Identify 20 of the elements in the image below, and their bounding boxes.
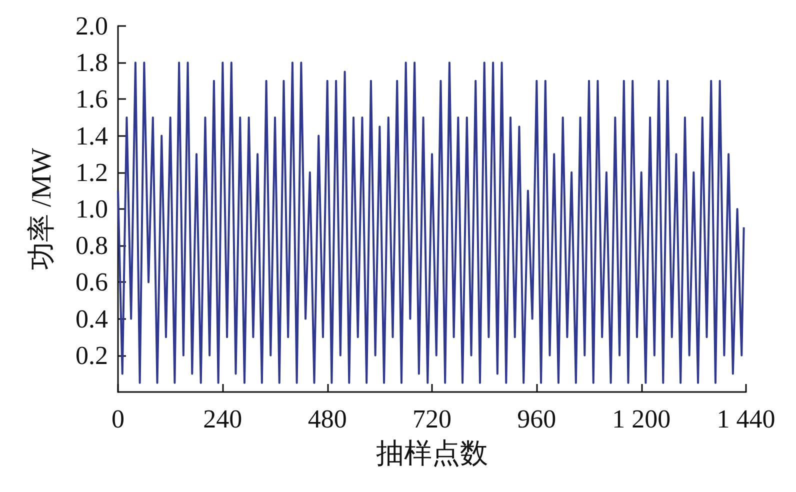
y-tick-label: 2.0 (76, 12, 108, 40)
y-tick-label: 1.8 (76, 48, 108, 78)
y-tick-label: 0.6 (76, 268, 108, 297)
line-series (117, 62, 745, 384)
y-axis-title: 功率 /MW (26, 147, 58, 270)
x-tick-label: 720 (412, 404, 452, 434)
y-tick-label: 0.8 (76, 231, 108, 260)
x-tick-label: 0 (112, 404, 124, 434)
x-tick-label: 480 (308, 404, 347, 434)
y-tick-label: 1.4 (76, 121, 108, 150)
x-tick-label: 240 (203, 404, 242, 434)
y-tick-label: 0.2 (76, 340, 108, 370)
y-tick-label: 1.2 (76, 158, 108, 187)
y-tick-label: 1.6 (76, 84, 108, 114)
x-tick-label: 960 (517, 404, 556, 434)
y-tick-label: 1.0 (76, 194, 108, 224)
x-axis-title: 抽样点数 (376, 438, 488, 470)
x-tick-label: 1 200 (612, 404, 671, 434)
x-tick-label: 1 440 (716, 404, 776, 434)
y-tick-label: 0.4 (76, 304, 108, 334)
